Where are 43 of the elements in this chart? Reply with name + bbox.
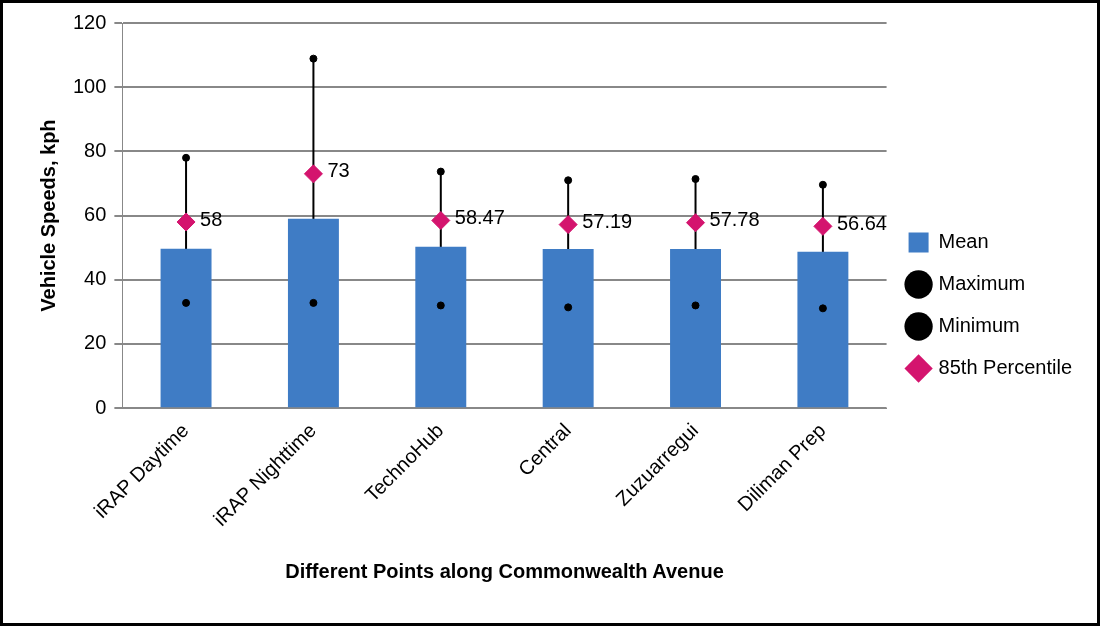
bar <box>287 218 339 408</box>
y-tick-label: 60 <box>84 203 107 226</box>
bar <box>415 246 467 408</box>
data-label: 56.64 <box>836 211 887 234</box>
x-axis-title: Different Points along Commonwealth Avenue <box>285 559 724 582</box>
point <box>691 301 700 310</box>
y-tick-label: 0 <box>95 395 107 418</box>
point <box>818 304 827 313</box>
point <box>564 176 573 185</box>
point <box>182 298 191 307</box>
bar <box>797 251 849 408</box>
point <box>182 153 191 162</box>
data-label: 57.78 <box>709 208 760 231</box>
point <box>686 213 706 233</box>
point <box>436 301 445 310</box>
point <box>303 164 323 184</box>
bar <box>160 248 212 408</box>
point <box>309 298 318 307</box>
point <box>691 174 700 183</box>
data-label: 57.19 <box>582 210 633 233</box>
point <box>818 180 827 189</box>
y-tick-label: 80 <box>84 138 107 161</box>
legend-label: Maximum <box>938 272 1026 295</box>
legend-label: Mean <box>938 230 989 253</box>
bar <box>542 248 594 408</box>
legend-label: Minimum <box>938 314 1020 337</box>
point <box>436 167 445 176</box>
point <box>564 303 573 312</box>
legend-label: 85th Percentile <box>938 356 1072 379</box>
y-tick-label: 20 <box>84 331 107 354</box>
y-axis-title: Vehicle Speeds, kph <box>36 119 59 312</box>
data-label: 58 <box>200 207 223 230</box>
data-label: 58.47 <box>454 206 505 228</box>
y-tick-label: 40 <box>84 267 107 290</box>
y-tick-label: 120 <box>72 10 107 33</box>
point <box>309 54 318 63</box>
bar <box>670 248 721 408</box>
data-label: 73 <box>327 159 350 182</box>
point <box>431 210 451 230</box>
point <box>176 212 196 232</box>
point <box>813 216 833 236</box>
point <box>558 215 578 235</box>
y-tick-label: 100 <box>72 74 107 97</box>
